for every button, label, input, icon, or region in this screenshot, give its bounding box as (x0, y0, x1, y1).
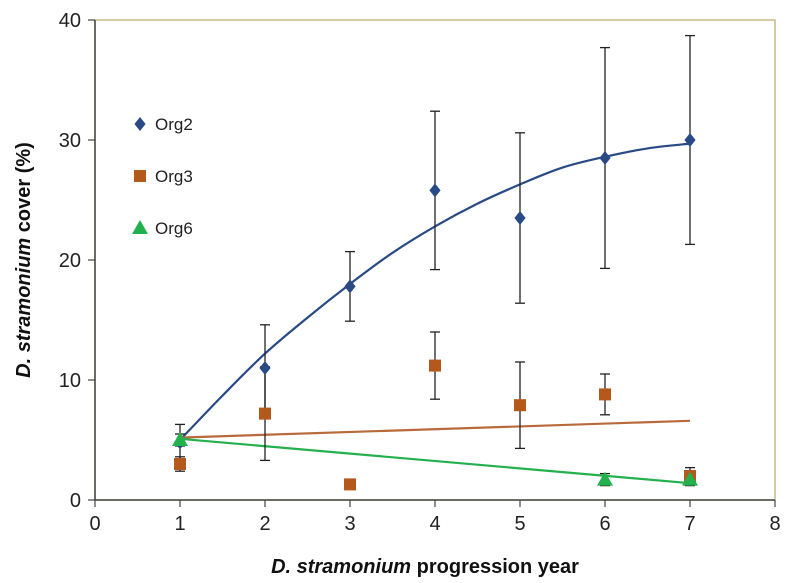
data-point-org6 (597, 471, 613, 486)
trendline-org3 (179, 419, 691, 439)
trendline-org6 (179, 437, 691, 485)
y-axis-title-rest: cover (%) (13, 142, 35, 238)
data-point-org3 (599, 388, 611, 401)
marker-layer (172, 133, 698, 491)
y-tick-label: 10 (59, 370, 81, 392)
legend-label-org3: Org3 (155, 167, 193, 186)
y-tick-label: 0 (70, 490, 81, 512)
data-point-org2 (429, 183, 441, 198)
data-point-org6 (682, 471, 698, 486)
data-point-org2 (684, 133, 696, 147)
legend: Org2 Org3 Org6 (132, 115, 193, 238)
data-point-org2 (599, 151, 611, 165)
x-tick-label: 7 (684, 513, 695, 535)
x-tick-label: 8 (769, 513, 780, 535)
y-tick-label: 40 (59, 10, 81, 32)
data-point-org3 (259, 407, 271, 420)
legend-marker-org6 (132, 220, 148, 234)
x-tick-label: 1 (174, 513, 185, 535)
data-point-org3 (429, 359, 441, 372)
data-point-org3 (344, 478, 356, 491)
x-axis-title-rest: progression year (411, 556, 579, 578)
legend-label-org6: Org6 (155, 219, 193, 238)
x-tick-label: 5 (514, 513, 525, 535)
x-axis-title: D. stramonium progression year (271, 556, 579, 578)
legend-item-org6: Org6 (132, 219, 193, 238)
y-tick-label: 20 (59, 250, 81, 272)
legend-marker-org2 (134, 117, 146, 131)
data-point-org6 (172, 432, 188, 446)
data-point-org3 (514, 399, 526, 412)
data-point-org2 (259, 361, 271, 375)
y-axis-title-italic: D. stramonium (13, 238, 35, 378)
legend-item-org2: Org2 (134, 115, 193, 134)
data-point-org3 (174, 458, 186, 470)
data-point-org2 (344, 279, 356, 294)
y-tick-label: 30 (59, 130, 81, 152)
legend-item-org3: Org3 (134, 167, 193, 186)
axis-layer: 0 1 2 3 4 5 6 7 8 0 10 20 30 40 D. stramonium progress… (13, 10, 781, 578)
y-axis-title: D. stramonium cover (%) (13, 142, 35, 378)
legend-label-org2: Org2 (155, 115, 193, 134)
x-tick-label: 3 (344, 513, 355, 535)
error-layer (175, 34, 695, 490)
x-tick-label: 6 (599, 513, 610, 535)
x-axis-title-italic: D. stramonium (271, 556, 411, 578)
data-point-org2 (514, 211, 526, 225)
x-tick-label: 4 (429, 513, 440, 535)
legend-marker-org3 (134, 170, 146, 182)
x-tick-label: 2 (259, 513, 270, 535)
x-tick-label: 0 (89, 513, 100, 535)
